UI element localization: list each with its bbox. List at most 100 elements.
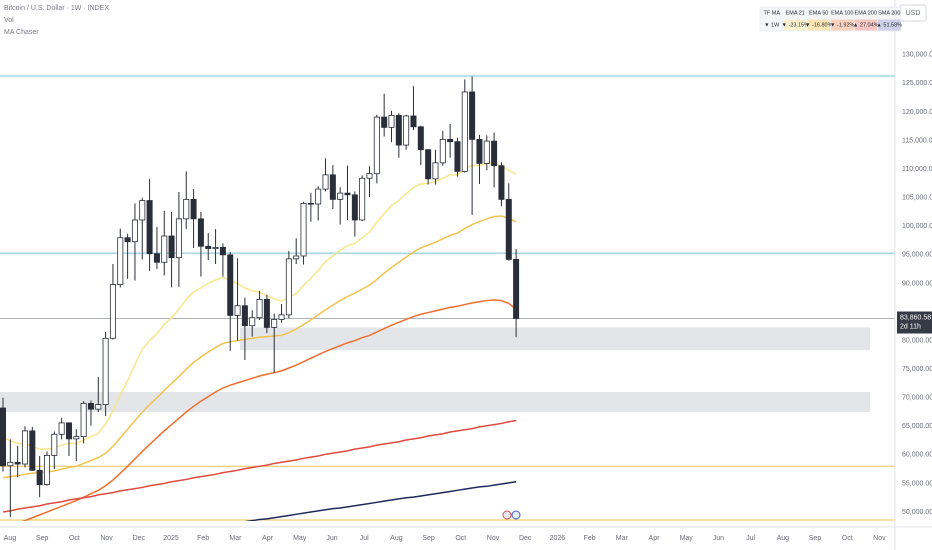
ma-line — [21, 299, 517, 521]
table-header: TF MA — [764, 10, 781, 16]
x-tick-label: Dec — [133, 535, 146, 542]
x-tick-label: Sep — [809, 535, 822, 542]
candle-body — [498, 165, 505, 200]
ma-line — [244, 480, 517, 521]
last-price-box — [897, 311, 932, 334]
candle-body — [146, 200, 153, 255]
table-cell-bg — [807, 19, 830, 31]
y-tick-label: 50,000.00 — [902, 509, 932, 516]
chart-title: Bitcoin / U.S. Dollar · 1W · INDEX — [4, 5, 109, 12]
ma-line — [2, 215, 517, 479]
candle-body — [219, 247, 226, 256]
candle-body — [109, 284, 116, 339]
candle-body — [0, 407, 6, 467]
candle-body — [447, 138, 454, 143]
y-tick-label: 55,000.00 — [902, 480, 932, 487]
candle-body — [417, 126, 424, 151]
candle-body — [439, 138, 446, 164]
candle-body — [95, 404, 102, 410]
candle-body — [381, 116, 388, 128]
candle-body — [131, 219, 138, 243]
y-tick-label: 80,000.00 — [902, 337, 932, 344]
candle-body — [36, 469, 43, 485]
table-cell: ▼ 1W — [764, 22, 780, 28]
candle-body — [505, 199, 512, 260]
candle-body — [190, 199, 197, 220]
candle-body — [14, 461, 21, 465]
candle-body — [307, 203, 314, 205]
y-tick-label: 130,000.00 — [902, 52, 932, 59]
y-tick-label: 65,000.00 — [902, 423, 932, 430]
candle-body — [351, 194, 358, 221]
candle-body — [183, 199, 190, 220]
event-flag[interactable] — [511, 510, 521, 520]
x-tick-label: May — [293, 535, 307, 542]
currency-label[interactable]: USD — [906, 10, 921, 17]
candle-body — [491, 140, 498, 167]
candle-body — [241, 305, 248, 327]
candle-body — [102, 337, 109, 405]
candle-body — [205, 245, 212, 249]
candle-body — [271, 319, 278, 328]
candle-body — [65, 422, 72, 440]
table-cell: ▲ 51.58% — [876, 22, 902, 28]
y-tick-label: 75,000.00 — [902, 366, 932, 373]
table-cell-bg — [854, 19, 877, 31]
x-tick-label: 2026 — [550, 535, 566, 542]
candle-body — [403, 115, 410, 146]
x-tick-label: Aug — [4, 535, 17, 542]
candle-body — [322, 174, 329, 190]
y-tick-label: 90,000.00 — [902, 280, 932, 287]
candle-body — [315, 188, 322, 205]
indicator-label: MA Chaser — [4, 29, 39, 36]
table-header: EMA 21 — [786, 10, 805, 16]
x-tick-label: Sep — [422, 535, 435, 542]
x-tick-label: Oct — [842, 535, 853, 542]
zone — [240, 327, 870, 351]
candle-body — [29, 430, 36, 471]
zone — [0, 392, 870, 413]
candle-body — [483, 140, 490, 164]
candle-body — [476, 138, 483, 164]
event-flag[interactable] — [502, 510, 512, 520]
candle-body — [139, 200, 146, 221]
candle-body — [21, 430, 28, 465]
candle-body — [263, 299, 270, 328]
candle-body — [300, 203, 307, 257]
x-tick-label: Feb — [584, 535, 596, 542]
candle-body — [373, 116, 380, 175]
x-tick-label: Oct — [455, 535, 466, 542]
y-tick-label: 100,000.00 — [902, 223, 932, 230]
candle-body — [249, 317, 256, 327]
candle-body — [513, 259, 520, 319]
x-tick-label: Jul — [360, 535, 369, 542]
candle-body — [227, 254, 234, 316]
x-tick-label: Mar — [229, 535, 242, 542]
candle-body — [58, 422, 65, 435]
table-bg — [759, 6, 902, 32]
candle-body — [285, 258, 292, 316]
candle-body — [359, 177, 366, 221]
y-tick-label: 95,000.00 — [902, 252, 932, 259]
x-tick-label: Aug — [777, 535, 790, 542]
candle-body — [461, 91, 468, 172]
ma-table: TF MA ▼ 1W EMA 21 ▼ -23.15% EMA 50 ▼ -16.80% E… — [759, 6, 902, 32]
table-cell: ▲ 27.04% — [853, 22, 879, 28]
candle-body — [51, 433, 58, 456]
candle-body — [344, 192, 351, 196]
last-price-label: 83,860.58 — [900, 314, 931, 321]
table-cell: ▼ -23.15% — [782, 22, 810, 28]
x-tick-label: Jun — [713, 535, 724, 542]
table-cell-bg — [878, 19, 901, 31]
x-tick-label: Nov — [487, 535, 500, 542]
x-tick-label: Feb — [197, 535, 209, 542]
x-tick-label: 2025 — [163, 535, 179, 542]
y-tick-label: 120,000.00 — [902, 109, 932, 116]
candle-body — [212, 247, 219, 249]
table-header: EMA 50 — [809, 10, 828, 16]
x-tick-label: Oct — [69, 535, 80, 542]
ma-line — [2, 419, 517, 513]
y-tick-label: 60,000.00 — [902, 452, 932, 459]
